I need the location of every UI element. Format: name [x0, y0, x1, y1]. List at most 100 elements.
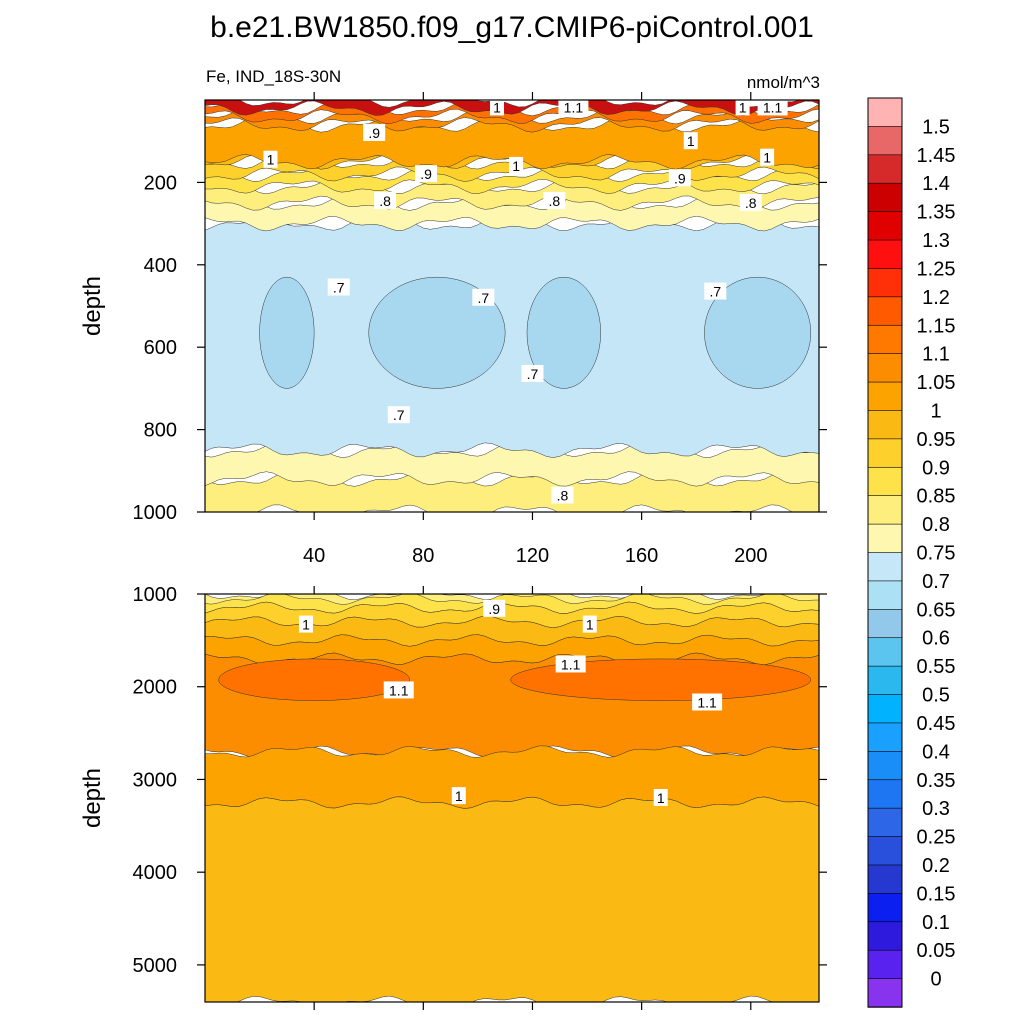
contour-label: .9: [363, 123, 386, 141]
panel-left-label: Fe, IND_18S-30N: [206, 67, 341, 86]
colorbar-label: 0.25: [917, 827, 956, 849]
svg-text:.8: .8: [548, 193, 560, 209]
contour-label: .8: [543, 191, 566, 209]
svg-text:1: 1: [763, 150, 771, 166]
contour-label: .8: [374, 191, 397, 209]
lower-fill-layers: .9 1 1 1.1 1.1 1.1 1 1: [205, 594, 819, 1002]
svg-text:1.1: 1.1: [697, 694, 717, 710]
svg-text:1: 1: [493, 99, 501, 115]
colorbar-swatch: [867, 751, 903, 781]
colorbar-swatch: [867, 523, 903, 554]
y-tick-label: 3000: [133, 769, 178, 791]
upper-frame: [204, 99, 820, 513]
y-tick-label: 1000: [133, 502, 178, 524]
colorbar-label: 0.7: [922, 571, 950, 593]
colorbar-label: 0.55: [917, 656, 956, 678]
colorbar-swatch: [867, 296, 903, 326]
colorbar-label: 1.1: [922, 344, 950, 366]
contour-label: .7: [387, 406, 410, 424]
colorbar-label: 0: [930, 969, 941, 991]
svg-text:1.1: 1.1: [763, 99, 783, 115]
svg-text:.7: .7: [333, 279, 345, 295]
panel-units-label: nmol/m^3: [747, 73, 820, 92]
contour-label: 1: [760, 148, 775, 166]
colorbar-swatch: [867, 438, 903, 468]
svg-text:1: 1: [687, 133, 695, 149]
colorbar-label: 1.15: [917, 315, 956, 337]
contour-label: 1: [653, 789, 668, 806]
colorbar-label: 0.8: [922, 514, 950, 536]
colorbar-swatch: [867, 410, 903, 440]
contour-label: 1: [509, 156, 524, 174]
lower-contour-panel: .9 1 1 1.1 1.1 1.1 1 1 1000 2000 3000 4000 5000 depth: [79, 584, 827, 1010]
contour-label: 1.1: [692, 693, 723, 711]
y-tick-label: 5000: [133, 955, 178, 977]
contour-label: 1: [683, 132, 698, 150]
svg-text:.8: .8: [745, 195, 757, 211]
colorbar-swatch: [867, 268, 903, 298]
contour-label: .8: [739, 194, 762, 211]
svg-text:.8: .8: [557, 488, 569, 504]
contour-label: 1: [298, 615, 313, 633]
colorbar-swatch: [867, 694, 903, 724]
contour-label: 1.1: [555, 655, 586, 673]
colorbar-swatch: [867, 779, 903, 809]
contour-label: 1: [263, 150, 278, 168]
svg-text:.7: .7: [527, 366, 539, 382]
svg-text:1: 1: [302, 617, 310, 633]
contour-patch: [259, 276, 315, 389]
colorbar-swatch: [867, 921, 903, 951]
contour-patch: [704, 276, 812, 389]
colorbar-swatch: [867, 211, 903, 241]
svg-text:.9: .9: [674, 170, 686, 186]
colorbar-label: 1.2: [922, 287, 950, 309]
colorbar-swatch: [867, 722, 903, 753]
colorbar-swatch: [867, 665, 903, 696]
contour-label: .7: [521, 364, 544, 382]
colorbar-label: 0.15: [917, 883, 956, 905]
contour-patch: [526, 276, 601, 389]
contour-lens: [510, 658, 812, 701]
contour-lens: [218, 658, 410, 701]
svg-text:1.1: 1.1: [389, 682, 409, 698]
colorbar-swatch: [867, 836, 903, 866]
colorbar-swatch: [867, 978, 903, 1008]
svg-text:1.1: 1.1: [564, 99, 584, 115]
colorbar-swatch: [867, 126, 903, 156]
y-tick-label: 400: [144, 255, 177, 277]
colorbar-label: 0.1: [922, 912, 950, 934]
y-tick-label: 600: [144, 337, 177, 359]
x-tick-label: 80: [412, 545, 434, 567]
colorbar-swatch: [867, 324, 903, 355]
colorbar-label: 1.25: [917, 258, 956, 280]
figure-title: b.e21.BW1850.f09_g17.CMIP6-piControl.001: [210, 11, 814, 44]
svg-text:1: 1: [739, 99, 747, 115]
colorbar-label: 0.9: [922, 457, 950, 479]
colorbar-frame: [867, 97, 903, 1008]
contour-label: 1: [489, 99, 504, 116]
colorbar-label: 0.4: [922, 741, 950, 763]
colorbar-swatch: [867, 637, 903, 667]
colorbar-label: 0.5: [922, 685, 950, 707]
svg-text:1.1: 1.1: [561, 656, 581, 672]
svg-text:.9: .9: [488, 601, 500, 617]
svg-text:1: 1: [512, 158, 520, 174]
colorbar-swatch: [867, 381, 903, 412]
svg-text:.9: .9: [368, 125, 380, 141]
svg-text:.8: .8: [379, 193, 391, 209]
lower-frame: [204, 593, 820, 1003]
colorbar-label: 0.75: [917, 543, 956, 565]
colorbar-swatch: [867, 864, 903, 895]
colorbar-swatch: [867, 495, 903, 525]
contour-label: 1.1: [757, 99, 788, 116]
contour-label: .7: [472, 288, 495, 306]
y-axis-label: depth: [79, 276, 106, 336]
svg-text:1: 1: [455, 788, 463, 804]
colorbar-label: 0.35: [917, 770, 956, 792]
x-tick-label: 200: [734, 545, 767, 567]
contour-label: .7: [327, 278, 350, 296]
colorbar-label: 1: [930, 400, 941, 422]
contour-band: [205, 796, 819, 1002]
upper-contour-panel: 1 1.1 1 1.1 .9 1 1 1 .9 1 .9 .8 .8 .8 .7 .7 .7 .7 .7 .8 200 4…: [79, 92, 827, 567]
